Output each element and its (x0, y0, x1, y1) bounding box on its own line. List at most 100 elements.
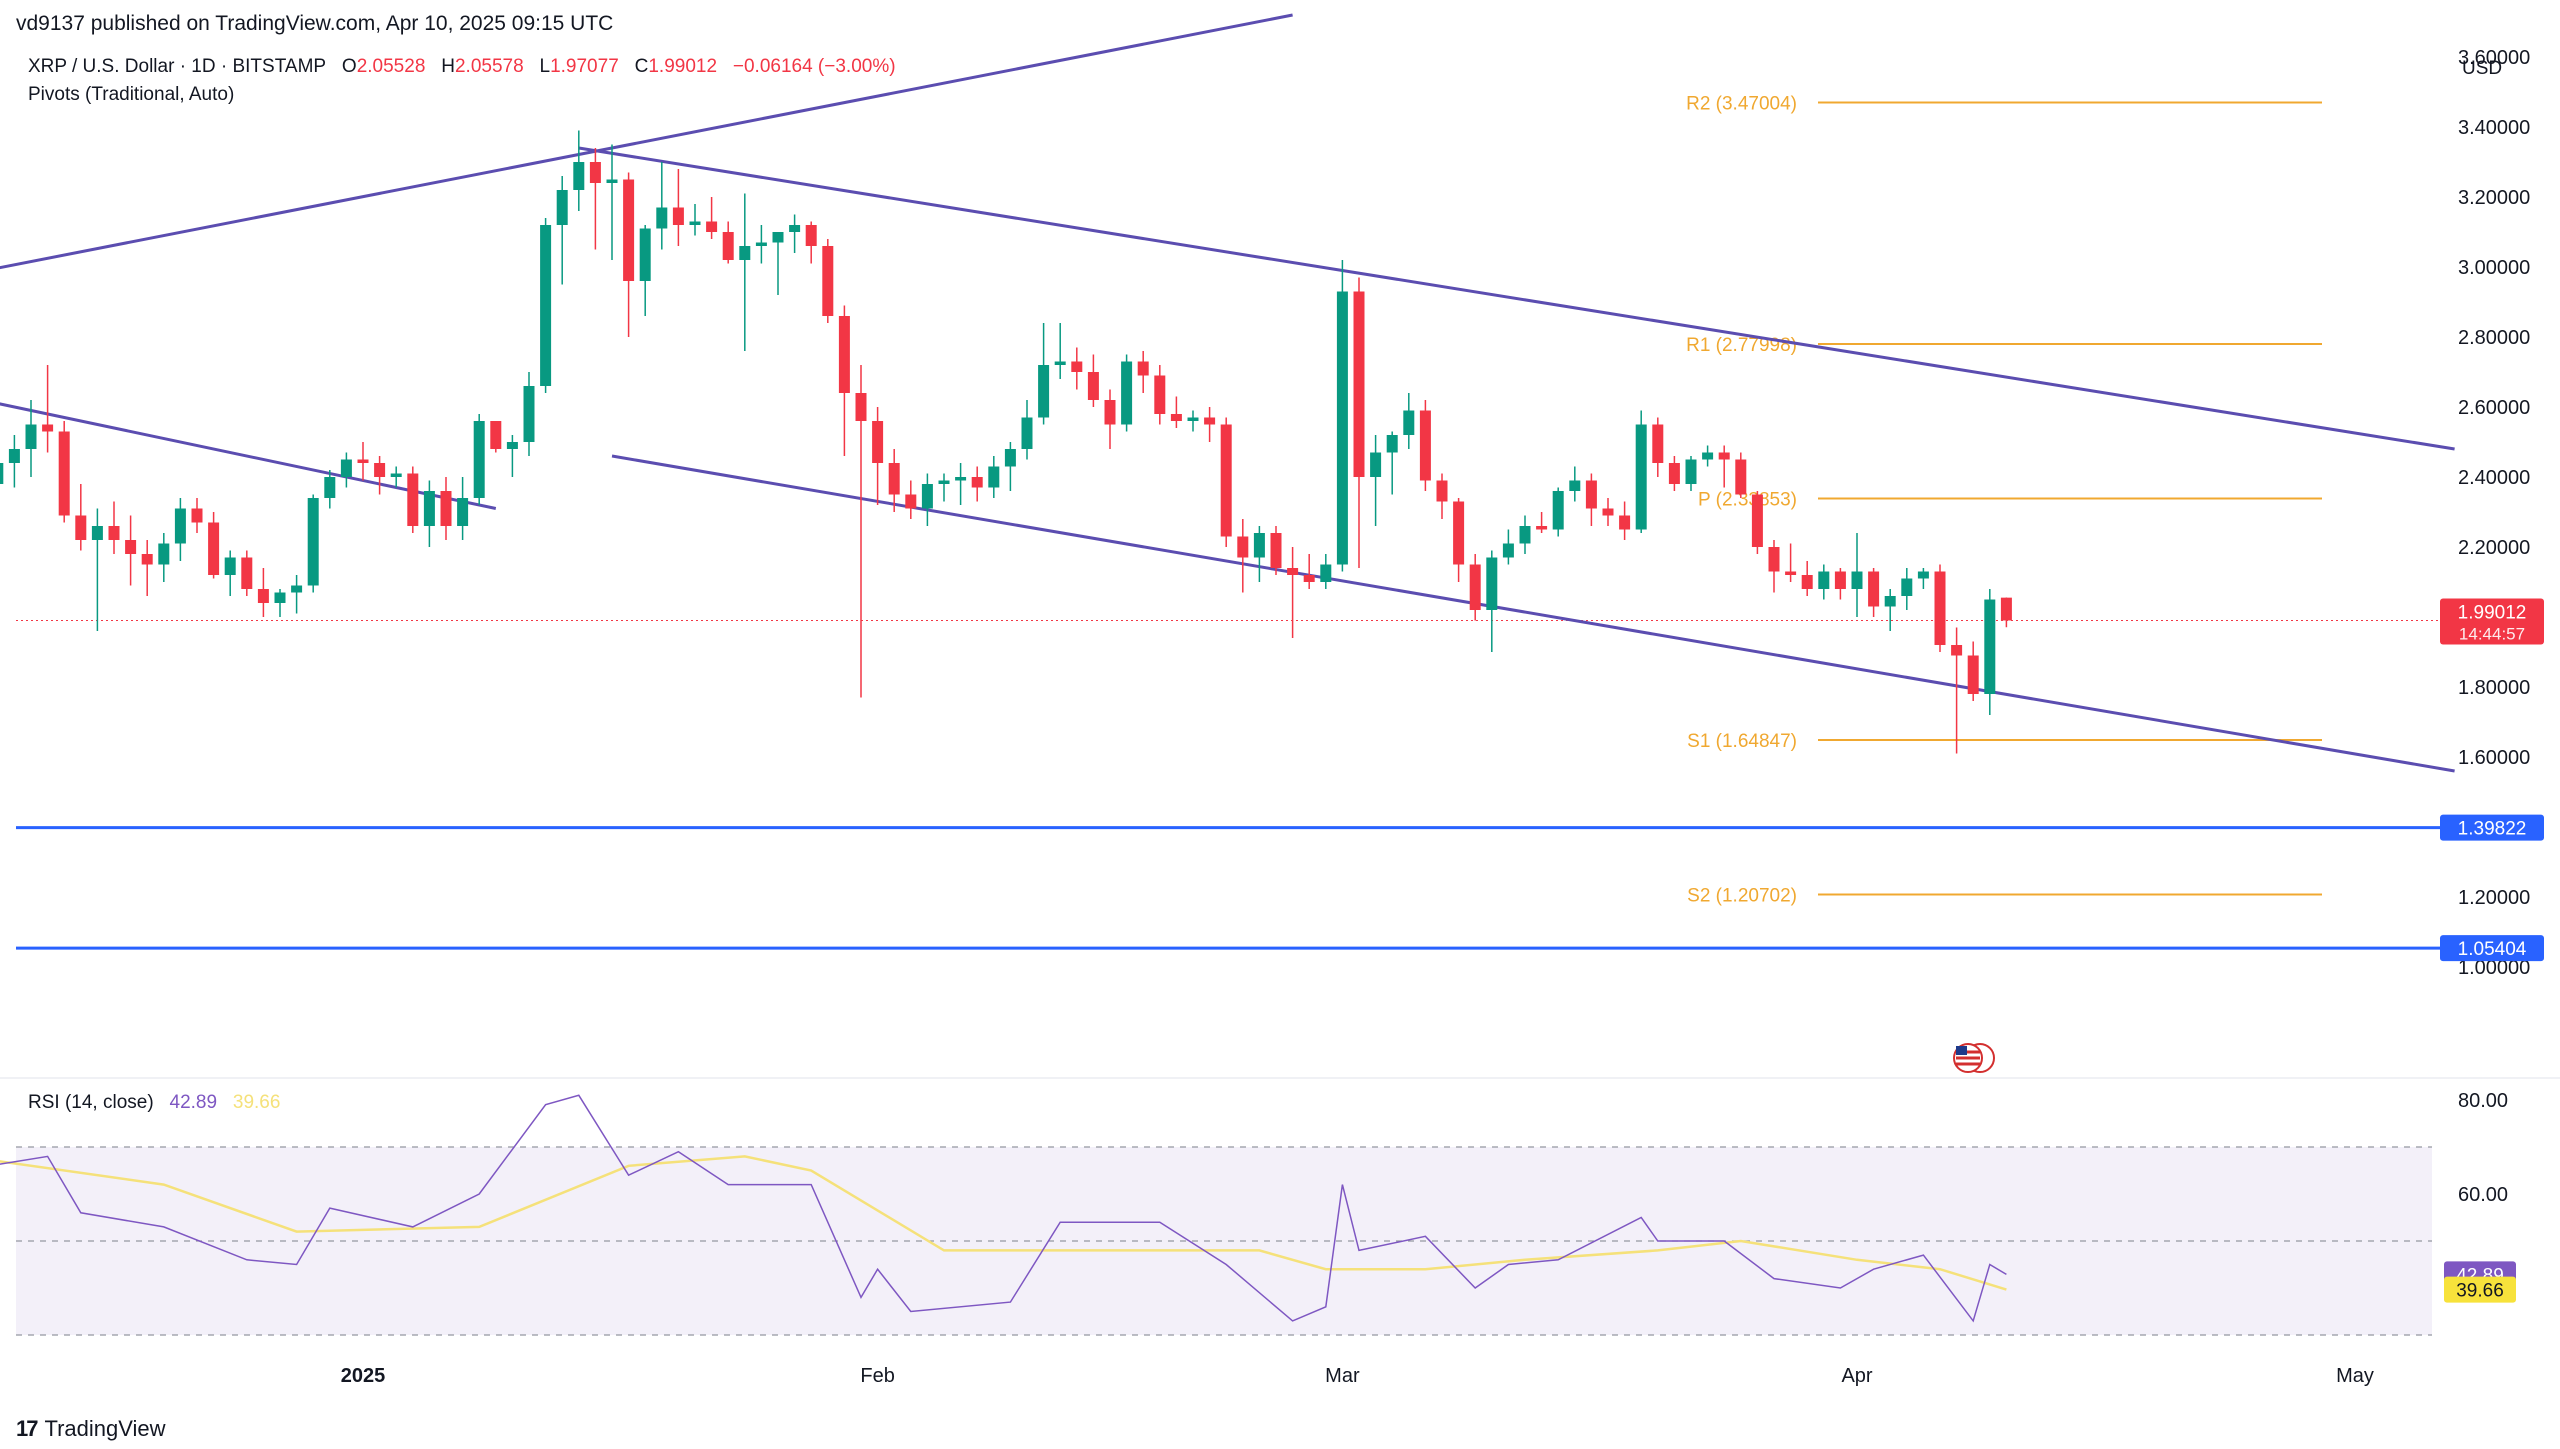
candle[interactable] (440, 477, 452, 540)
candle[interactable] (540, 218, 552, 393)
candle[interactable] (1685, 456, 1697, 491)
candle[interactable] (1386, 431, 1398, 495)
candle[interactable] (789, 214, 801, 254)
candle[interactable] (75, 484, 87, 551)
candle[interactable] (1021, 400, 1033, 460)
candle[interactable] (1303, 554, 1315, 589)
candle[interactable] (274, 589, 286, 617)
candle[interactable] (490, 421, 502, 453)
candle[interactable] (42, 365, 54, 453)
candle[interactable] (1901, 568, 1913, 610)
candle[interactable] (191, 498, 203, 533)
candle[interactable] (1984, 589, 1996, 715)
candle[interactable] (1668, 456, 1680, 491)
candle[interactable] (390, 466, 402, 488)
candle[interactable] (556, 176, 568, 285)
tradingview-brand[interactable]: 17 TradingView (16, 1416, 166, 1442)
candle[interactable] (1619, 501, 1631, 541)
candle[interactable] (1353, 277, 1365, 569)
candle[interactable] (241, 550, 253, 597)
candle[interactable] (971, 466, 983, 502)
candle[interactable] (423, 480, 435, 548)
candle[interactable] (672, 169, 684, 246)
candle[interactable] (1801, 561, 1813, 596)
candle[interactable] (0, 442, 4, 502)
candle[interactable] (938, 473, 950, 502)
candle[interactable] (224, 550, 236, 597)
candle[interactable] (1851, 533, 1863, 617)
candle[interactable] (1486, 550, 1498, 653)
candle[interactable] (921, 473, 933, 527)
candle[interactable] (1204, 407, 1216, 442)
candle[interactable] (1702, 445, 1714, 467)
candle[interactable] (1967, 641, 1979, 702)
candle[interactable] (1087, 354, 1099, 408)
candle[interactable] (125, 515, 137, 586)
candle[interactable] (208, 512, 220, 579)
candle[interactable] (1187, 410, 1199, 432)
candle[interactable] (1220, 417, 1232, 548)
candle[interactable] (91, 508, 103, 632)
candle[interactable] (1868, 568, 1880, 617)
candle[interactable] (1569, 466, 1581, 502)
candle[interactable] (158, 533, 170, 582)
candle[interactable] (457, 477, 469, 540)
candle[interactable] (755, 225, 767, 264)
candle[interactable] (307, 494, 319, 593)
candle[interactable] (407, 466, 419, 534)
trend-line[interactable] (0, 390, 497, 510)
candle[interactable] (1137, 351, 1149, 393)
candle[interactable] (473, 414, 485, 505)
candle[interactable] (988, 456, 1000, 498)
candle[interactable] (1884, 589, 1896, 631)
candle[interactable] (1934, 564, 1946, 653)
trend-line[interactable] (611, 454, 2455, 773)
candle[interactable] (1237, 519, 1249, 593)
candle[interactable] (1419, 400, 1431, 491)
candle[interactable] (523, 372, 535, 456)
candle[interactable] (1536, 512, 1548, 533)
candle[interactable] (905, 480, 917, 520)
candle[interactable] (1735, 452, 1747, 499)
candle[interactable] (141, 540, 153, 596)
candle[interactable] (1436, 473, 1448, 520)
candle[interactable] (1403, 393, 1415, 449)
candle[interactable] (1336, 260, 1348, 572)
candle[interactable] (805, 221, 817, 264)
candle[interactable] (108, 501, 120, 555)
candle[interactable] (1552, 487, 1564, 537)
candle[interactable] (1917, 568, 1929, 589)
trend-line[interactable] (578, 146, 2455, 451)
candle[interactable] (1602, 498, 1614, 526)
candle[interactable] (324, 470, 336, 509)
candle[interactable] (822, 239, 834, 323)
candle[interactable] (1270, 526, 1282, 575)
candle[interactable] (772, 232, 784, 295)
candle[interactable] (1104, 389, 1116, 450)
candle[interactable] (1951, 627, 1963, 754)
candle[interactable] (838, 305, 850, 457)
candle[interactable] (1818, 564, 1830, 600)
candle[interactable] (8, 435, 20, 488)
candle[interactable] (340, 452, 352, 488)
candle[interactable] (1502, 529, 1514, 565)
candle[interactable] (1834, 568, 1846, 600)
candle[interactable] (1652, 417, 1664, 478)
candle[interactable] (1320, 554, 1332, 589)
candle[interactable] (2000, 597, 2012, 628)
candle[interactable] (872, 407, 884, 505)
candle[interactable] (1004, 442, 1016, 491)
candle[interactable] (1751, 491, 1763, 554)
candle[interactable] (25, 400, 37, 477)
candle[interactable] (855, 365, 867, 698)
candle[interactable] (739, 193, 751, 352)
candle[interactable] (1519, 515, 1531, 555)
candle[interactable] (1287, 547, 1299, 638)
candle[interactable] (506, 435, 518, 477)
candle[interactable] (1054, 323, 1066, 379)
candle[interactable] (606, 144, 618, 261)
candle[interactable] (955, 463, 967, 505)
candle[interactable] (357, 442, 369, 481)
candle[interactable] (1635, 410, 1647, 534)
